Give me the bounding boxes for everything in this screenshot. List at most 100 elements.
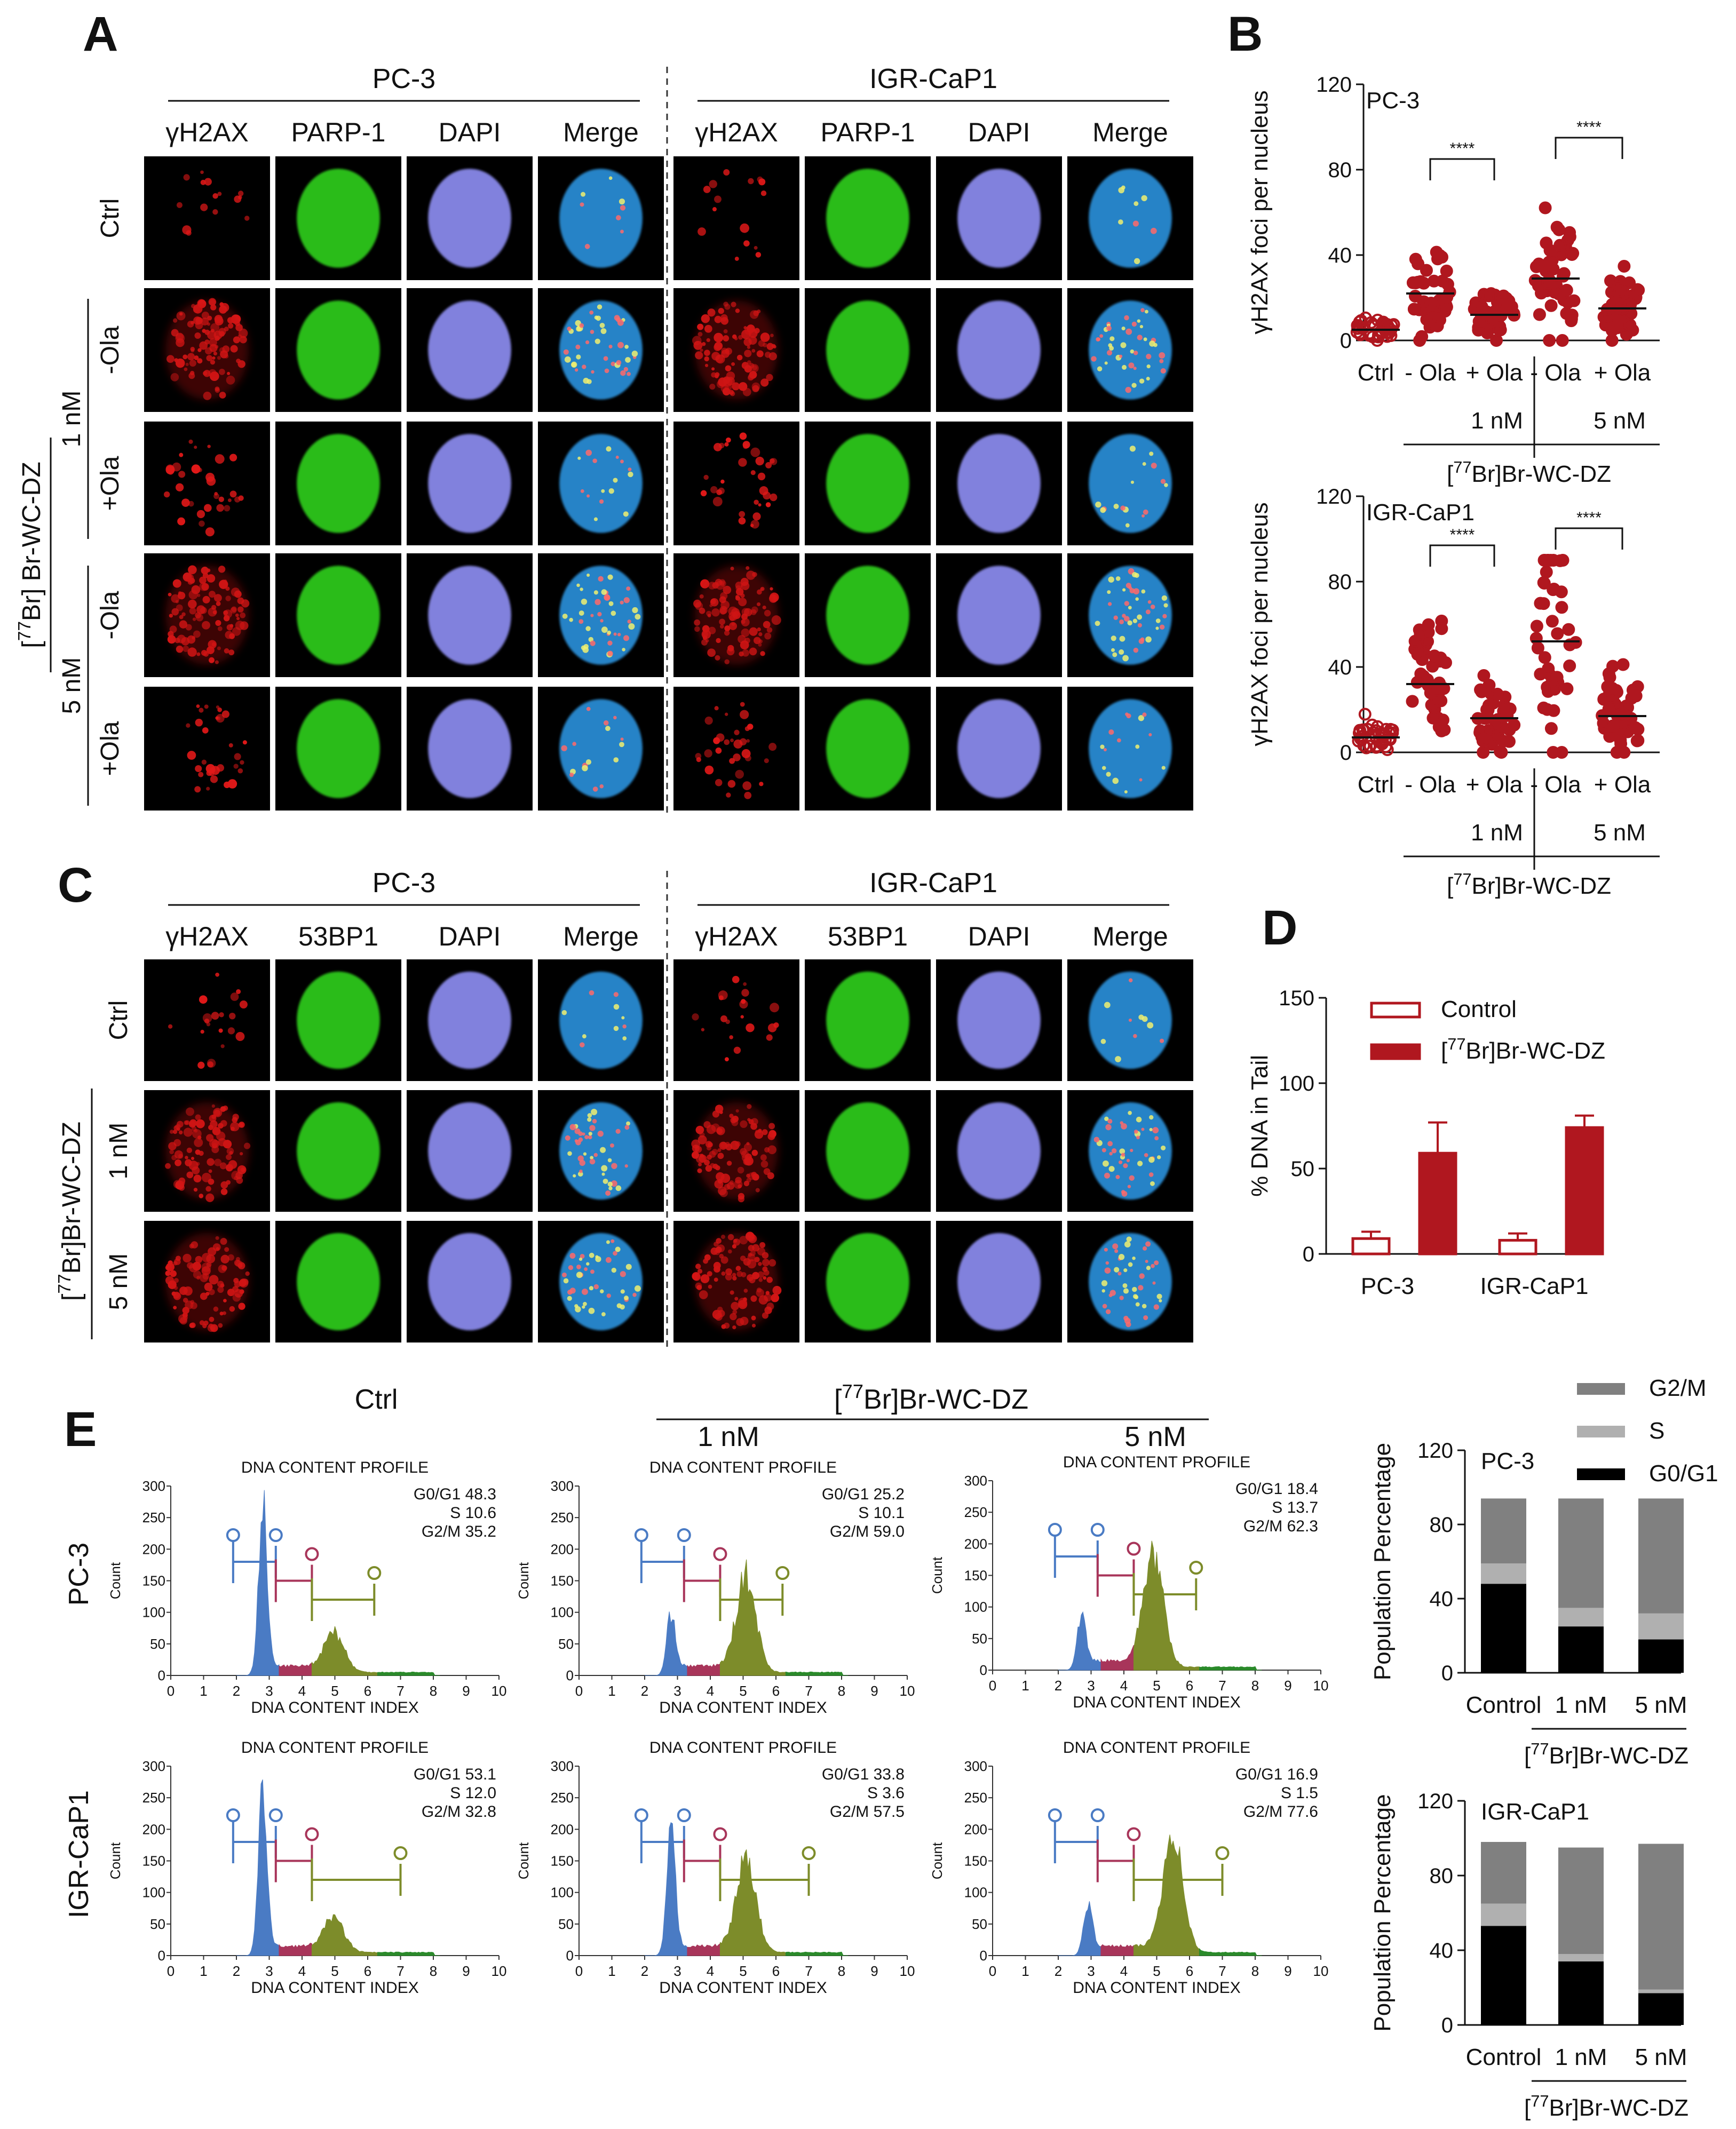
histogram-area xyxy=(236,1779,280,1956)
y-tick-label: 200 xyxy=(964,1536,987,1552)
data-point xyxy=(1494,745,1507,758)
panel-e-cell-cycle: Ctrl [77Br]Br-WC-DZ 1 nM 5 nM PC-3 IGR-CaP1 DN… xyxy=(64,1375,1718,2121)
foci-dot xyxy=(623,511,629,517)
foci-dot xyxy=(601,589,607,595)
foci-dot xyxy=(601,1165,608,1172)
treatment-label: [77Br]Br-WC-DZ xyxy=(1447,870,1611,900)
foci-dot xyxy=(229,490,237,498)
y-tick-label: 0 xyxy=(566,1667,574,1683)
foci-dot xyxy=(197,1061,205,1069)
phase-percent: S 1.5 xyxy=(1281,1784,1318,1802)
foci-dot xyxy=(1143,1315,1148,1321)
y-axis-label: Count xyxy=(929,1842,945,1879)
foci-dot xyxy=(635,614,641,620)
foci-dot xyxy=(1133,1129,1138,1134)
foci-dot xyxy=(199,995,208,1004)
foci-dot xyxy=(1127,1185,1131,1188)
x-tick-label: 9 xyxy=(1284,1678,1291,1694)
histogram-title: DNA CONTENT PROFILE xyxy=(649,1739,837,1757)
foci-dot xyxy=(620,229,624,234)
foci-dot xyxy=(712,207,717,212)
foci-dot xyxy=(1126,1236,1132,1242)
foci-dot xyxy=(735,769,744,779)
data-point xyxy=(1481,323,1495,337)
nucleus-shape xyxy=(297,1233,380,1331)
data-point xyxy=(1537,577,1551,590)
foci-dot xyxy=(574,368,578,372)
data-point xyxy=(1555,601,1568,614)
foci-dot xyxy=(613,992,619,997)
foci-dot xyxy=(603,720,609,726)
foci-dot xyxy=(725,437,731,443)
group-header: PC-3 xyxy=(372,868,435,899)
y-tick-label: 40 xyxy=(1430,1587,1454,1611)
foci-dot xyxy=(1114,1249,1119,1253)
gate-marker xyxy=(775,1566,790,1580)
x-tick-label: 6 xyxy=(364,1683,371,1699)
foci-dot xyxy=(569,1124,576,1131)
stacked-segment xyxy=(1481,1903,1526,1926)
foci-dot xyxy=(623,367,629,372)
foci-dot xyxy=(582,1034,586,1039)
foci-dot xyxy=(200,1029,204,1034)
channel-label: DAPI xyxy=(439,921,501,951)
foci-dot xyxy=(242,740,247,745)
foci-dot xyxy=(620,1271,626,1277)
channel-label: Merge xyxy=(1092,921,1168,951)
y-tick-label: 120 xyxy=(1417,1439,1453,1463)
foci-dot xyxy=(1133,1034,1137,1038)
foci-dot xyxy=(726,792,731,798)
foci-dot xyxy=(207,1059,216,1068)
foci-dot xyxy=(765,462,772,468)
data-point xyxy=(1561,296,1575,309)
data-point xyxy=(1430,694,1444,708)
foci-dot xyxy=(604,368,609,374)
foci-dot xyxy=(1119,1148,1125,1154)
foci-dot xyxy=(1128,606,1132,610)
data-point xyxy=(1565,314,1578,328)
y-tick-label: 120 xyxy=(1316,485,1352,509)
foci-dot xyxy=(1139,1273,1145,1279)
foci-dot xyxy=(611,1180,617,1187)
foci-dot xyxy=(758,503,762,507)
gate-marker xyxy=(713,1827,727,1841)
foci-dot xyxy=(1138,715,1144,721)
foci-dot xyxy=(628,471,633,478)
y-tick-label: 50 xyxy=(558,1636,574,1652)
foci-dot xyxy=(701,1028,705,1031)
data-point xyxy=(1406,695,1419,708)
foci-dot xyxy=(576,325,582,332)
foci-dot xyxy=(586,706,591,711)
nucleus-shape xyxy=(695,566,778,665)
x-tick-label: 5 xyxy=(739,1683,747,1699)
foci-dot xyxy=(765,502,771,507)
foci-dot xyxy=(1114,1267,1120,1273)
foci-dot xyxy=(574,1139,578,1143)
histogram-area xyxy=(1133,1540,1200,1671)
channel-label: γH2AX xyxy=(695,921,778,951)
foci-dot xyxy=(569,617,573,622)
foci-dot xyxy=(1122,655,1129,662)
foci-dot xyxy=(611,610,616,616)
x-tick-label: 5 xyxy=(1153,1963,1160,1979)
nucleus-shape xyxy=(165,566,249,665)
stacked-segment xyxy=(1638,1989,1684,1993)
foci-dot xyxy=(1118,187,1124,194)
foci-dot xyxy=(1160,1038,1164,1043)
nucleus-shape xyxy=(559,699,643,798)
nucleus-shape xyxy=(428,971,511,1069)
foci-dot xyxy=(1129,1175,1135,1181)
nucleus-shape xyxy=(559,971,643,1069)
foci-dot xyxy=(1107,1118,1113,1124)
x-tick-label: 7 xyxy=(1218,1678,1226,1694)
foci-dot xyxy=(1141,589,1146,594)
foci-dot xyxy=(581,192,586,197)
foci-dot xyxy=(1153,1304,1160,1310)
histogram-area xyxy=(1199,1666,1262,1671)
x-tick-label: 5 nM xyxy=(1635,2044,1687,2070)
foci-dot xyxy=(1095,501,1101,508)
foci-dot xyxy=(1101,766,1106,770)
x-tick-label: 4 xyxy=(1120,1963,1128,1979)
dose-label: 1 nM xyxy=(1471,820,1523,846)
foci-dot xyxy=(583,377,589,384)
